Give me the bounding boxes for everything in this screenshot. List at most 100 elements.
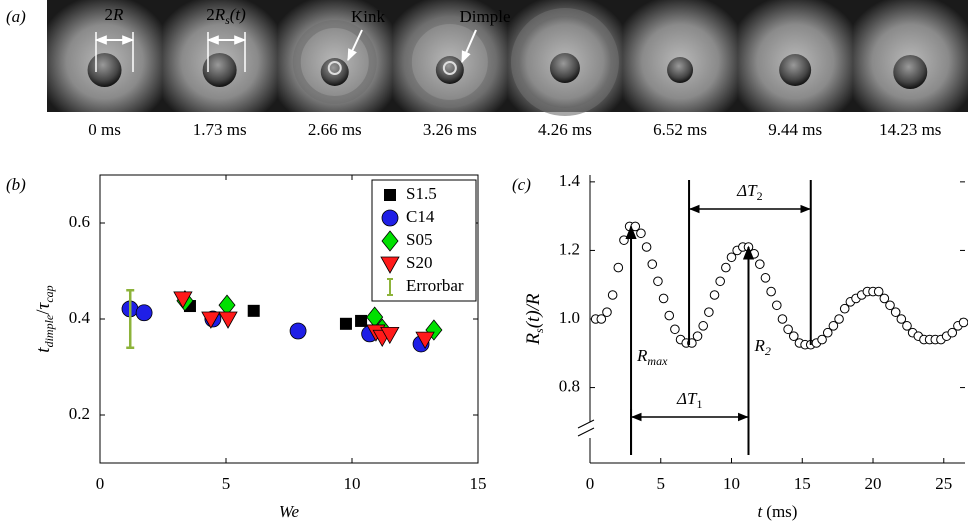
interval-label-part: ΔT [736,181,758,200]
legend-label: S20 [406,253,432,272]
dimple-label: Dimple [460,7,511,26]
x-axis-label-part: t [758,502,764,521]
legend-label: S05 [406,230,432,249]
marker-triangle [415,331,435,349]
axis-break [577,419,595,437]
marker-open-circle [890,307,901,317]
marker-open-circle [658,293,669,304]
y-axis-label-part: τ [33,301,54,309]
marker-open-circle [839,303,850,314]
marker-open-circle [636,228,646,239]
y-axis-label-part: R [523,333,544,346]
peak-label-part: R [636,346,648,365]
spread-label-part: R [214,5,226,24]
legend-marker [387,278,393,296]
time-label: 6.52 ms [653,120,707,139]
marker-open-circle [698,321,709,331]
y-axis-label: tdimple/τcap [33,285,55,352]
photo [622,0,739,112]
interval-label: ΔT2 [736,181,762,203]
marker-open-circle [596,314,607,324]
marker-open-circle [692,331,703,341]
marker-open-circle [771,300,782,311]
spread-label-part: s [225,13,230,27]
marker-open-circle [709,290,720,300]
time-label: 14.23 ms [879,120,941,139]
marker-triangle [201,311,221,329]
marker-open-circle [721,262,731,273]
interval-label-part: ΔT [676,389,698,408]
marker-square [247,304,260,317]
droplet [667,57,694,83]
legend-marker [381,230,399,252]
marker-open-circle [783,324,793,335]
y-axis-label-part: s [532,328,546,333]
marker-open-circle [613,262,624,273]
y-axis-label-part: cap [42,285,56,302]
y-axis-label-part: dimple [42,314,56,347]
panel-label: (a) [6,7,26,26]
peak-label: R2 [753,336,770,358]
y-tick-label: 0.8 [559,376,580,395]
marker-open-circle [817,334,827,345]
x-tick-label: 20 [865,474,882,493]
interval-label-part: 2 [757,189,763,203]
marker-open-circle [653,276,663,287]
time-label: 9.44 ms [768,120,822,139]
droplet [893,55,928,89]
marker-open-circle [726,252,737,263]
droplet [549,53,580,83]
y-axis-label-part: t [33,347,54,353]
marker-open-circle [641,242,652,252]
x-tick-label: 15 [470,474,487,493]
panel-label: (b) [6,175,26,194]
marker-triangle [173,291,193,309]
x-tick-label: 10 [723,474,740,493]
x-axis-label: t (ms) [758,502,798,521]
marker-open-circle [834,314,844,324]
diameter-label-part: R [112,5,124,24]
x-tick-label: 5 [222,474,231,493]
spread-label-part: (t) [230,5,246,24]
marker-open-circle [822,327,833,338]
x-tick-label: 0 [586,474,595,493]
time-label: 0 ms [88,120,121,139]
pointer-arrow [347,29,363,62]
legend-label: Errorbar [406,276,464,295]
marker-open-circle [647,259,658,269]
marker-open-circle [602,307,612,317]
photo-strip [47,0,968,116]
marker-open-circle [873,286,884,297]
spread-label-part: 2 [206,5,215,24]
diameter-label-part: 2 [105,5,114,24]
y-tick-label: 0.2 [69,404,90,423]
interval-label: ΔT1 [676,389,702,411]
peak-label-part: R [753,336,765,355]
marker-open-circle [896,314,907,324]
marker-open-circle [670,324,680,335]
marker-open-circle [619,235,629,245]
marker-open-circle [760,273,771,283]
x-tick-label: 0 [96,474,105,493]
peak-label-part: 2 [765,344,771,358]
x-tick-label: 25 [935,474,952,493]
droplet [435,56,464,84]
peak-label-part: max [647,354,668,368]
pointer-arrow [461,29,477,64]
marker-triangle [218,311,238,329]
marker-open-circle [664,310,675,321]
y-tick-label: 1.2 [559,239,580,258]
dimple [327,61,342,75]
marker-open-circle [777,314,788,324]
droplet [320,58,349,86]
marker-open-circle [879,293,890,304]
marker-open-circle [902,321,912,331]
peak-label: Rmax [636,346,668,368]
y-axis-label-part: (t)/ [523,303,544,328]
y-axis-label-part: / [33,309,54,315]
dimple [442,61,457,75]
diameter-label: 2R [105,5,125,24]
marker-open-circle [947,327,958,338]
legend-marker [384,189,396,201]
